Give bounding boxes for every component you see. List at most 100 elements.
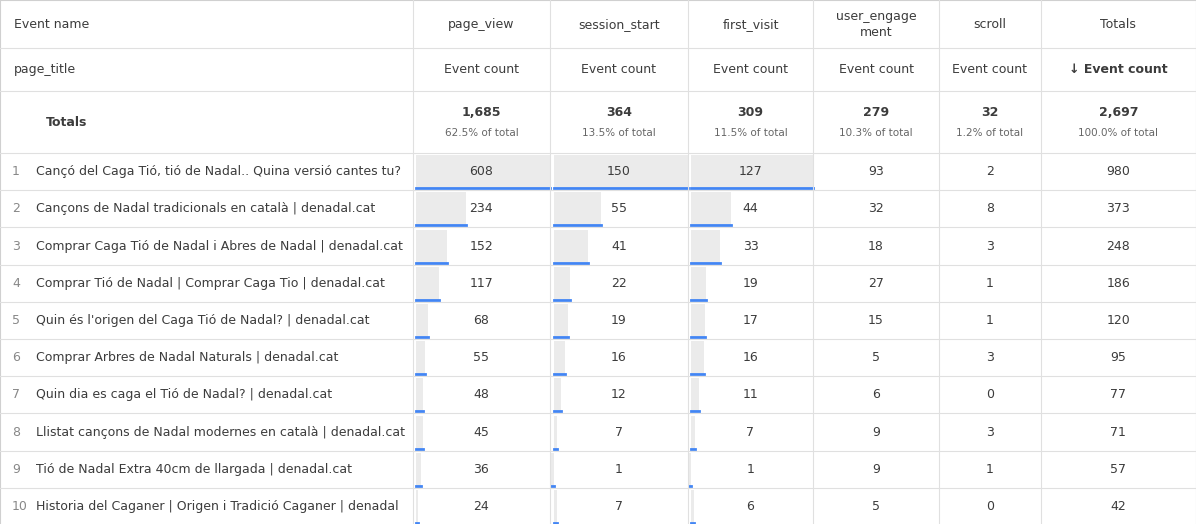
Text: 248: 248 xyxy=(1106,239,1130,253)
Text: 3: 3 xyxy=(986,351,994,364)
Text: 93: 93 xyxy=(868,165,884,178)
Text: 16: 16 xyxy=(743,351,758,364)
Text: 95: 95 xyxy=(1110,351,1127,364)
Text: 24: 24 xyxy=(474,500,489,513)
Text: 55: 55 xyxy=(474,351,489,364)
Bar xyxy=(416,192,465,225)
Text: Quin dia es caga el Tió de Nadal? | denadal.cat: Quin dia es caga el Tió de Nadal? | dena… xyxy=(36,388,332,401)
Text: 17: 17 xyxy=(743,314,758,327)
Text: 9: 9 xyxy=(872,463,880,476)
Bar xyxy=(691,490,694,523)
Bar xyxy=(689,453,691,486)
Text: page_title: page_title xyxy=(14,63,77,76)
Text: Comprar Caga Tió de Nadal i Abres de Nadal | denadal.cat: Comprar Caga Tió de Nadal i Abres de Nad… xyxy=(36,239,403,253)
Text: 980: 980 xyxy=(1106,165,1130,178)
Text: 9: 9 xyxy=(872,425,880,439)
Text: 15: 15 xyxy=(868,314,884,327)
Bar xyxy=(416,230,447,263)
Text: Totals: Totals xyxy=(45,116,87,128)
Bar xyxy=(691,416,695,449)
Bar xyxy=(416,341,425,374)
Text: 13.5% of total: 13.5% of total xyxy=(582,127,655,138)
Text: 6: 6 xyxy=(746,500,755,513)
Text: 309: 309 xyxy=(738,106,763,119)
Bar xyxy=(416,155,550,188)
Text: 7: 7 xyxy=(615,425,623,439)
Text: 1: 1 xyxy=(986,463,994,476)
Text: 55: 55 xyxy=(611,202,627,215)
Text: 44: 44 xyxy=(743,202,758,215)
Text: first_visit: first_visit xyxy=(722,18,779,30)
Text: 373: 373 xyxy=(1106,202,1130,215)
Bar xyxy=(554,341,565,374)
Text: 5: 5 xyxy=(872,500,880,513)
Text: 1: 1 xyxy=(746,463,755,476)
Text: 1: 1 xyxy=(986,277,994,290)
Text: 27: 27 xyxy=(868,277,884,290)
Text: 0: 0 xyxy=(986,388,994,401)
Text: session_start: session_start xyxy=(578,18,660,30)
Text: 608: 608 xyxy=(470,165,493,178)
Bar xyxy=(691,378,698,411)
Text: 8: 8 xyxy=(986,202,994,215)
Text: 68: 68 xyxy=(474,314,489,327)
Text: 127: 127 xyxy=(739,165,762,178)
Text: 117: 117 xyxy=(470,277,493,290)
Text: Cançons de Nadal tradicionals en català | denadal.cat: Cançons de Nadal tradicionals en català … xyxy=(36,202,376,215)
Text: 10: 10 xyxy=(12,500,28,513)
Bar xyxy=(691,341,703,374)
Bar xyxy=(416,490,419,523)
Text: 19: 19 xyxy=(743,277,758,290)
Bar xyxy=(416,453,421,486)
Bar xyxy=(416,267,439,300)
Bar xyxy=(416,378,423,411)
Text: 36: 36 xyxy=(474,463,489,476)
Text: 57: 57 xyxy=(1110,463,1127,476)
Text: 22: 22 xyxy=(611,277,627,290)
Text: Comprar Tió de Nadal | Comprar Caga Tio | denadal.cat: Comprar Tió de Nadal | Comprar Caga Tio … xyxy=(36,277,385,290)
Text: Event count: Event count xyxy=(713,63,788,76)
Bar xyxy=(416,416,423,449)
Text: 3: 3 xyxy=(986,425,994,439)
Bar xyxy=(691,267,707,300)
Text: 77: 77 xyxy=(1110,388,1127,401)
Text: 48: 48 xyxy=(474,388,489,401)
Text: Event count: Event count xyxy=(581,63,657,76)
Text: 150: 150 xyxy=(608,165,630,178)
Text: Event count: Event count xyxy=(838,63,914,76)
Bar xyxy=(416,304,428,337)
Text: 6: 6 xyxy=(12,351,20,364)
Text: 120: 120 xyxy=(1106,314,1130,327)
Bar xyxy=(691,155,813,188)
Text: 18: 18 xyxy=(868,239,884,253)
Text: 45: 45 xyxy=(474,425,489,439)
Text: Totals: Totals xyxy=(1100,18,1136,30)
Bar xyxy=(554,490,556,523)
Text: 8: 8 xyxy=(12,425,20,439)
Text: 3: 3 xyxy=(986,239,994,253)
Text: 62.5% of total: 62.5% of total xyxy=(445,127,518,138)
Bar xyxy=(554,304,568,337)
Text: ↓ Event count: ↓ Event count xyxy=(1069,63,1167,76)
Text: 279: 279 xyxy=(864,106,889,119)
Text: 0: 0 xyxy=(986,500,994,513)
Text: 19: 19 xyxy=(611,314,627,327)
Text: 41: 41 xyxy=(611,239,627,253)
Bar xyxy=(554,267,570,300)
Text: 1,685: 1,685 xyxy=(462,106,501,119)
Text: 42: 42 xyxy=(1110,500,1127,513)
Bar xyxy=(691,304,704,337)
Text: Cançó del Caga Tió, tió de Nadal.. Quina versió cantes tu?: Cançó del Caga Tió, tió de Nadal.. Quina… xyxy=(36,165,401,178)
Text: 2,697: 2,697 xyxy=(1098,106,1139,119)
Text: 152: 152 xyxy=(470,239,493,253)
Text: 5: 5 xyxy=(12,314,20,327)
Text: 1: 1 xyxy=(615,463,623,476)
Text: 71: 71 xyxy=(1110,425,1127,439)
Text: Event name: Event name xyxy=(14,18,90,30)
Text: 1.2% of total: 1.2% of total xyxy=(956,127,1024,138)
Bar xyxy=(551,453,554,486)
Bar xyxy=(554,378,561,411)
Text: Event count: Event count xyxy=(444,63,519,76)
Text: 32: 32 xyxy=(981,106,999,119)
Text: page_view: page_view xyxy=(448,18,514,30)
